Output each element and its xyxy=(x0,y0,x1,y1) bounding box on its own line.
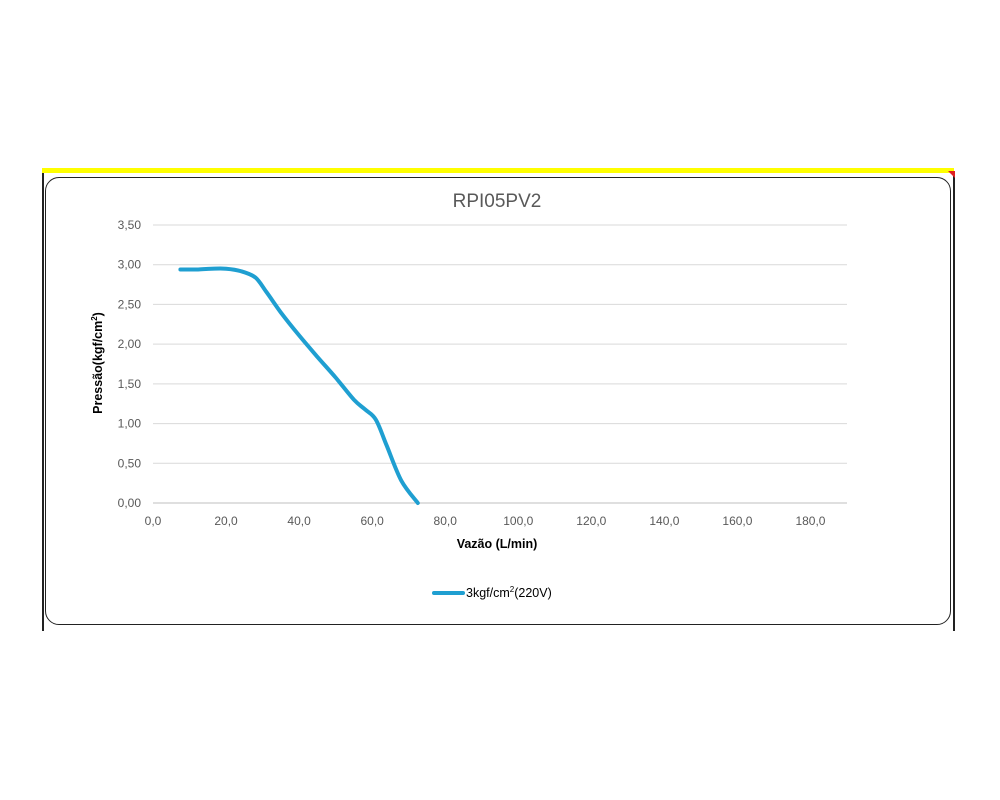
legend: 3kgf/cm2(220V) xyxy=(432,585,552,600)
x-tick-label: 60,0 xyxy=(360,514,384,528)
legend-label-main: 3kgf/cm xyxy=(466,586,510,600)
corner-mark xyxy=(948,171,955,178)
y-tick-label: 3,00 xyxy=(118,258,142,272)
y-tick-label: 2,50 xyxy=(118,297,142,311)
y-axis-title-tail: ) xyxy=(91,312,105,316)
x-tick-label: 20,0 xyxy=(214,514,238,528)
y-axis-title: Pressão(kgf/cm2) xyxy=(90,312,105,414)
y-tick-label: 2,00 xyxy=(118,337,142,351)
x-tick-label: 160,0 xyxy=(722,514,752,528)
y-tick-labels: 0,00 0,50 1,00 1,50 2,00 2,50 3,00 3,50 xyxy=(118,218,142,510)
legend-label-tail: (220V) xyxy=(514,586,552,600)
y-tick-label: 1,00 xyxy=(118,417,142,431)
chart-area xyxy=(45,177,951,625)
y-tick-label: 0,00 xyxy=(118,496,142,510)
frame-left-border xyxy=(42,173,44,631)
x-tick-label: 140,0 xyxy=(649,514,679,528)
y-tick-label: 3,50 xyxy=(118,218,142,232)
series-line xyxy=(178,266,420,505)
top-accent-strip xyxy=(42,168,954,173)
gridlines xyxy=(153,224,847,504)
frame-right-border xyxy=(953,173,955,631)
y-axis-title-sup: 2 xyxy=(90,316,99,321)
legend-label-sup: 2 xyxy=(510,585,515,594)
x-tick-label: 180,0 xyxy=(795,514,825,528)
x-tick-label: 0,0 xyxy=(145,514,162,528)
y-tick-label: 0,50 xyxy=(118,456,142,470)
y-tick-label: 1,50 xyxy=(118,377,142,391)
legend-label: 3kgf/cm2(220V) xyxy=(466,585,552,600)
x-tick-labels: 0,0 20,0 40,0 60,0 80,0 100,0 120,0 140,0 160,0 1… xyxy=(145,514,826,528)
chart-title: RPI05PV2 xyxy=(453,191,542,212)
x-tick-label: 100,0 xyxy=(503,514,533,528)
x-tick-label: 80,0 xyxy=(434,514,458,528)
y-axis-title-main: Pressão(kgf/cm xyxy=(91,321,105,414)
x-axis-title: Vazão (L/min) xyxy=(457,537,538,551)
x-tick-label: 120,0 xyxy=(576,514,606,528)
x-tick-label: 40,0 xyxy=(287,514,311,528)
